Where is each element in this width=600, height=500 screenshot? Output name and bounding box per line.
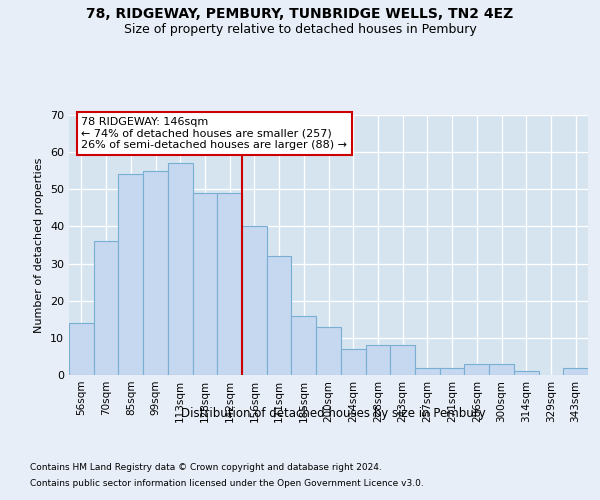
Bar: [341, 349, 365, 375]
Bar: [440, 368, 464, 375]
Text: 78 RIDGEWAY: 146sqm
← 74% of detached houses are smaller (257)
26% of semi-detac: 78 RIDGEWAY: 146sqm ← 74% of detached ho…: [82, 117, 347, 150]
Bar: [464, 364, 489, 375]
Bar: [94, 242, 118, 375]
Text: Size of property relative to detached houses in Pembury: Size of property relative to detached ho…: [124, 22, 476, 36]
Bar: [118, 174, 143, 375]
Bar: [217, 193, 242, 375]
Text: Contains public sector information licensed under the Open Government Licence v3: Contains public sector information licen…: [30, 478, 424, 488]
Text: Contains HM Land Registry data © Crown copyright and database right 2024.: Contains HM Land Registry data © Crown c…: [30, 464, 382, 472]
Bar: [489, 364, 514, 375]
Bar: [69, 323, 94, 375]
Bar: [365, 346, 390, 375]
Bar: [292, 316, 316, 375]
Y-axis label: Number of detached properties: Number of detached properties: [34, 158, 44, 332]
Bar: [168, 164, 193, 375]
Text: Distribution of detached houses by size in Pembury: Distribution of detached houses by size …: [181, 408, 485, 420]
Bar: [316, 326, 341, 375]
Bar: [415, 368, 440, 375]
Bar: [267, 256, 292, 375]
Text: 78, RIDGEWAY, PEMBURY, TUNBRIDGE WELLS, TN2 4EZ: 78, RIDGEWAY, PEMBURY, TUNBRIDGE WELLS, …: [86, 8, 514, 22]
Bar: [143, 170, 168, 375]
Bar: [242, 226, 267, 375]
Bar: [193, 193, 217, 375]
Bar: [514, 372, 539, 375]
Bar: [563, 368, 588, 375]
Bar: [390, 346, 415, 375]
